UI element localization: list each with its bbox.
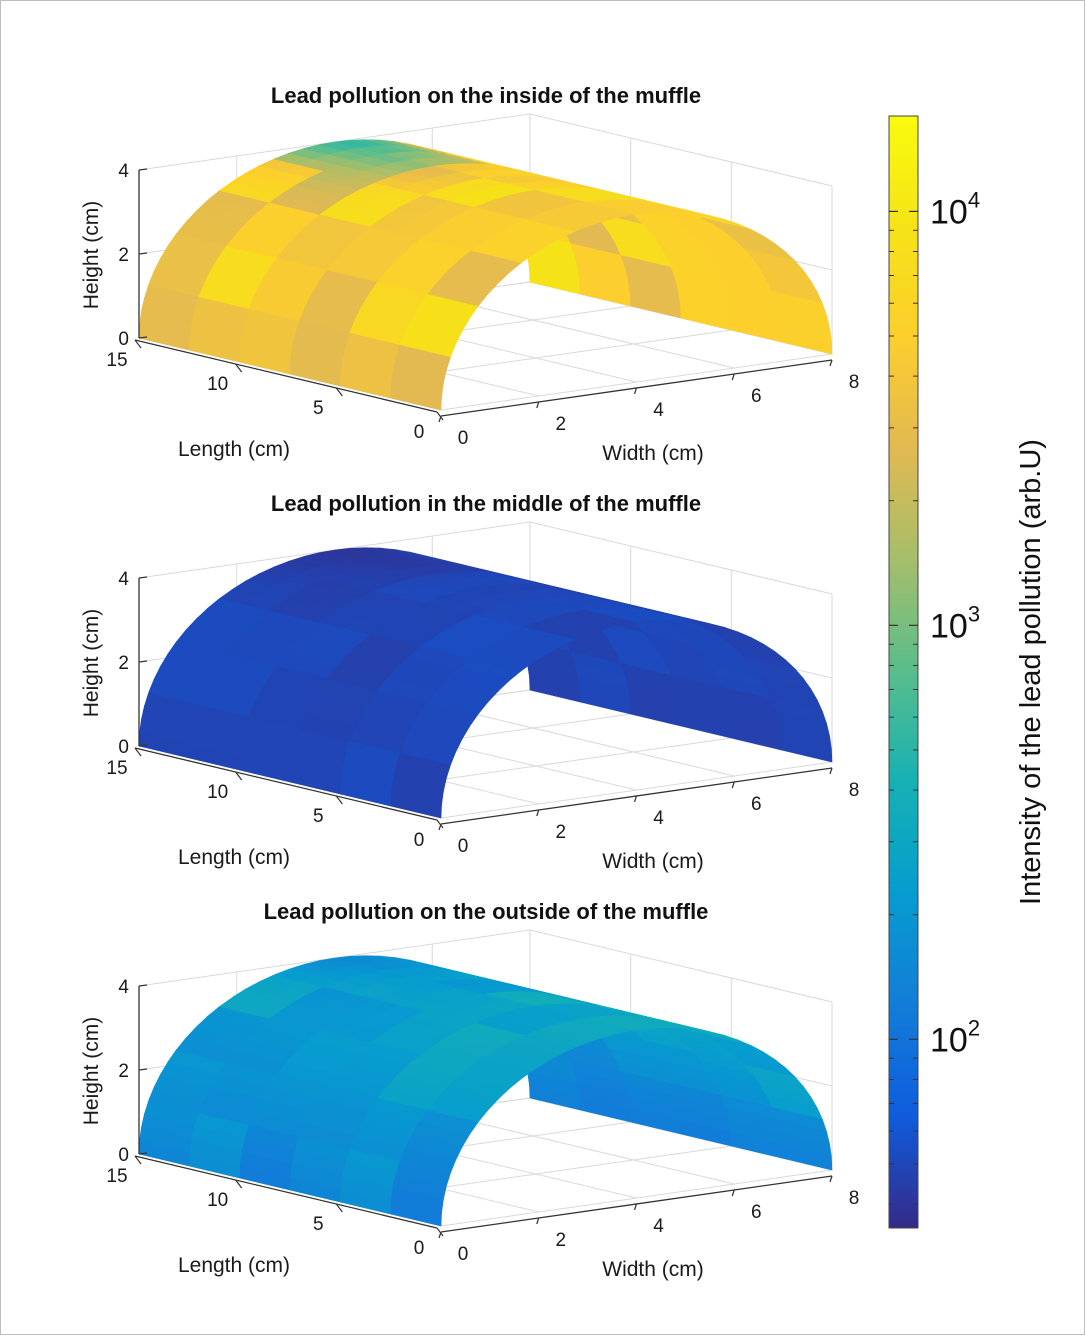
x-tick-label: 4 [653, 1216, 664, 1237]
y-tick-label: 0 [414, 1238, 425, 1259]
arch-surface [138, 139, 833, 411]
x-tick-label: 8 [849, 1188, 860, 1209]
y-tick-label: 15 [106, 1166, 127, 1187]
colorbar-tick-label: 103 [930, 601, 980, 645]
z-tick-label: 4 [118, 569, 129, 590]
z-tick-label: 2 [118, 653, 129, 674]
z-tick-label: 0 [118, 329, 129, 350]
x-tick-label: 6 [751, 386, 762, 407]
x-tick-label: 0 [458, 428, 469, 449]
x-axis-label: Width (cm) [602, 1258, 704, 1281]
x-tick-label: 2 [555, 1230, 566, 1251]
y-tick-label: 10 [207, 782, 228, 803]
x-tick-label: 6 [751, 794, 762, 815]
z-tick-label: 4 [118, 161, 129, 182]
z-tick-label: 2 [118, 1061, 129, 1082]
z-axis-label: Height (cm) [80, 609, 103, 718]
y-tick-label: 15 [106, 758, 127, 779]
z-tick-label: 2 [118, 245, 129, 266]
x-tick-label: 2 [555, 414, 566, 435]
z-tick-label: 0 [118, 737, 129, 758]
x-tick-label: 8 [849, 780, 860, 801]
x-tick-label: 6 [751, 1202, 762, 1223]
z-tick-label: 4 [118, 977, 129, 998]
colorbar-label: Intensity of the lead pollution (arb.U) [1015, 439, 1047, 905]
y-tick-label: 5 [313, 1214, 324, 1235]
plot-title: Lead pollution on the inside of the muff… [271, 83, 701, 108]
colorbar-tick-label: 102 [930, 1015, 980, 1059]
colorbar-gradient [888, 115, 919, 1229]
x-tick-label: 0 [458, 836, 469, 857]
y-tick-label: 10 [207, 374, 228, 395]
y-axis-label: Length (cm) [178, 438, 290, 461]
colorbar-tick-label: 104 [930, 187, 980, 231]
arch-surface [138, 547, 833, 819]
arch-surface [138, 955, 833, 1227]
plot-title: Lead pollution on the outside of the muf… [264, 899, 709, 924]
y-tick-label: 10 [207, 1190, 228, 1211]
x-tick-label: 4 [653, 808, 664, 829]
z-tick-label: 0 [118, 1145, 129, 1166]
y-axis-label: Length (cm) [178, 1254, 290, 1277]
y-axis-label: Length (cm) [178, 846, 290, 869]
colorbar: 102 103 104 Intensity of the lead pollution… [888, 115, 1047, 1229]
x-tick-label: 2 [555, 822, 566, 843]
plot-title: Lead pollution in the middle of the muff… [271, 491, 701, 516]
y-tick-label: 15 [106, 350, 127, 371]
x-tick-label: 0 [458, 1244, 469, 1265]
z-axis-label: Height (cm) [80, 201, 103, 310]
x-axis-label: Width (cm) [602, 850, 704, 873]
z-axis-label: Height (cm) [80, 1017, 103, 1126]
x-tick-label: 4 [653, 400, 664, 421]
y-tick-label: 5 [313, 806, 324, 827]
y-tick-label: 0 [414, 422, 425, 443]
x-tick-label: 8 [849, 372, 860, 393]
y-tick-label: 0 [414, 830, 425, 851]
y-tick-label: 5 [313, 398, 324, 419]
x-axis-label: Width (cm) [602, 442, 704, 465]
